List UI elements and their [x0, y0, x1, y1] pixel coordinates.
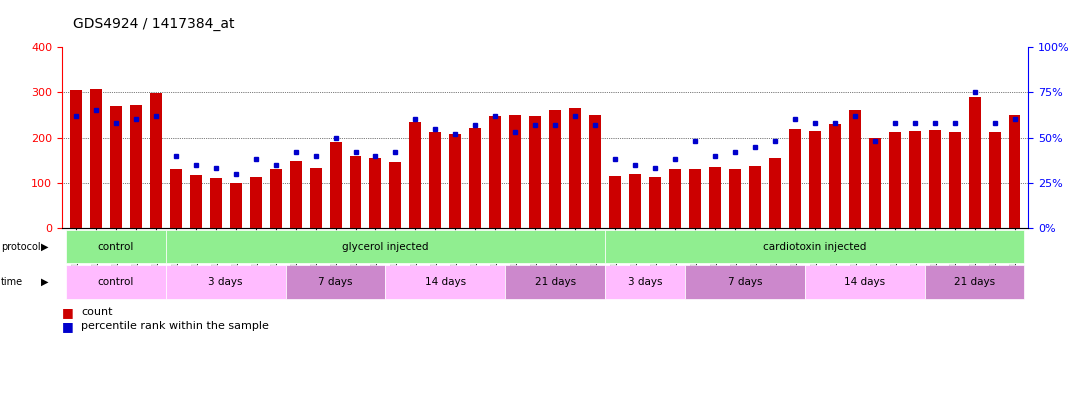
Bar [349, 156, 361, 228]
Text: control: control [97, 242, 135, 252]
Text: 21 days: 21 days [954, 277, 995, 287]
Text: 14 days: 14 days [425, 277, 466, 287]
Bar [450, 134, 461, 228]
Bar [989, 132, 1001, 228]
Bar [889, 132, 900, 228]
Bar [669, 169, 681, 228]
Bar [629, 174, 641, 228]
Bar [929, 130, 941, 228]
Text: ▶: ▶ [41, 277, 48, 287]
Bar [849, 110, 861, 228]
Text: 3 days: 3 days [628, 277, 662, 287]
Bar [90, 89, 101, 228]
Bar [150, 93, 161, 228]
Bar [489, 116, 501, 228]
Bar [69, 90, 82, 228]
Bar [789, 129, 801, 228]
Bar [709, 167, 721, 228]
Bar [390, 162, 402, 228]
Bar [310, 168, 321, 228]
Bar [130, 105, 142, 228]
Bar [429, 132, 441, 228]
Bar [969, 97, 980, 228]
Bar [769, 158, 781, 228]
Bar [409, 122, 422, 228]
Bar [749, 165, 760, 228]
Bar [370, 158, 381, 228]
Bar [590, 115, 601, 228]
Bar [209, 178, 222, 228]
Text: GDS4924 / 1417384_at: GDS4924 / 1417384_at [73, 17, 234, 31]
Text: time: time [1, 277, 23, 287]
Text: ■: ■ [62, 320, 74, 333]
Text: protocol: protocol [1, 242, 41, 252]
Text: count: count [81, 307, 112, 318]
Bar [509, 115, 521, 228]
Bar [110, 106, 122, 228]
Bar [948, 132, 960, 228]
Bar [250, 177, 262, 228]
Bar [269, 169, 282, 228]
Bar [530, 116, 541, 228]
Bar [289, 161, 301, 228]
Bar [569, 108, 581, 228]
Bar [909, 131, 921, 228]
Bar [689, 169, 701, 228]
Bar [1008, 115, 1021, 228]
Bar [829, 124, 841, 228]
Text: 14 days: 14 days [844, 277, 885, 287]
Text: 3 days: 3 days [208, 277, 242, 287]
Bar [230, 183, 241, 228]
Bar [549, 110, 561, 228]
Bar [729, 169, 741, 228]
Text: 7 days: 7 days [727, 277, 763, 287]
Text: 7 days: 7 days [318, 277, 352, 287]
Bar [808, 131, 821, 228]
Bar [190, 175, 202, 228]
Text: cardiotoxin injected: cardiotoxin injected [764, 242, 866, 252]
Text: 21 days: 21 days [535, 277, 576, 287]
Bar [609, 176, 622, 228]
Text: glycerol injected: glycerol injected [342, 242, 428, 252]
Bar [868, 138, 881, 228]
Bar [330, 142, 342, 228]
Text: ▶: ▶ [41, 242, 48, 252]
Bar [649, 177, 661, 228]
Text: ■: ■ [62, 306, 74, 319]
Bar [170, 169, 182, 228]
Text: control: control [97, 277, 135, 287]
Text: percentile rank within the sample: percentile rank within the sample [81, 321, 269, 331]
Bar [469, 128, 482, 228]
